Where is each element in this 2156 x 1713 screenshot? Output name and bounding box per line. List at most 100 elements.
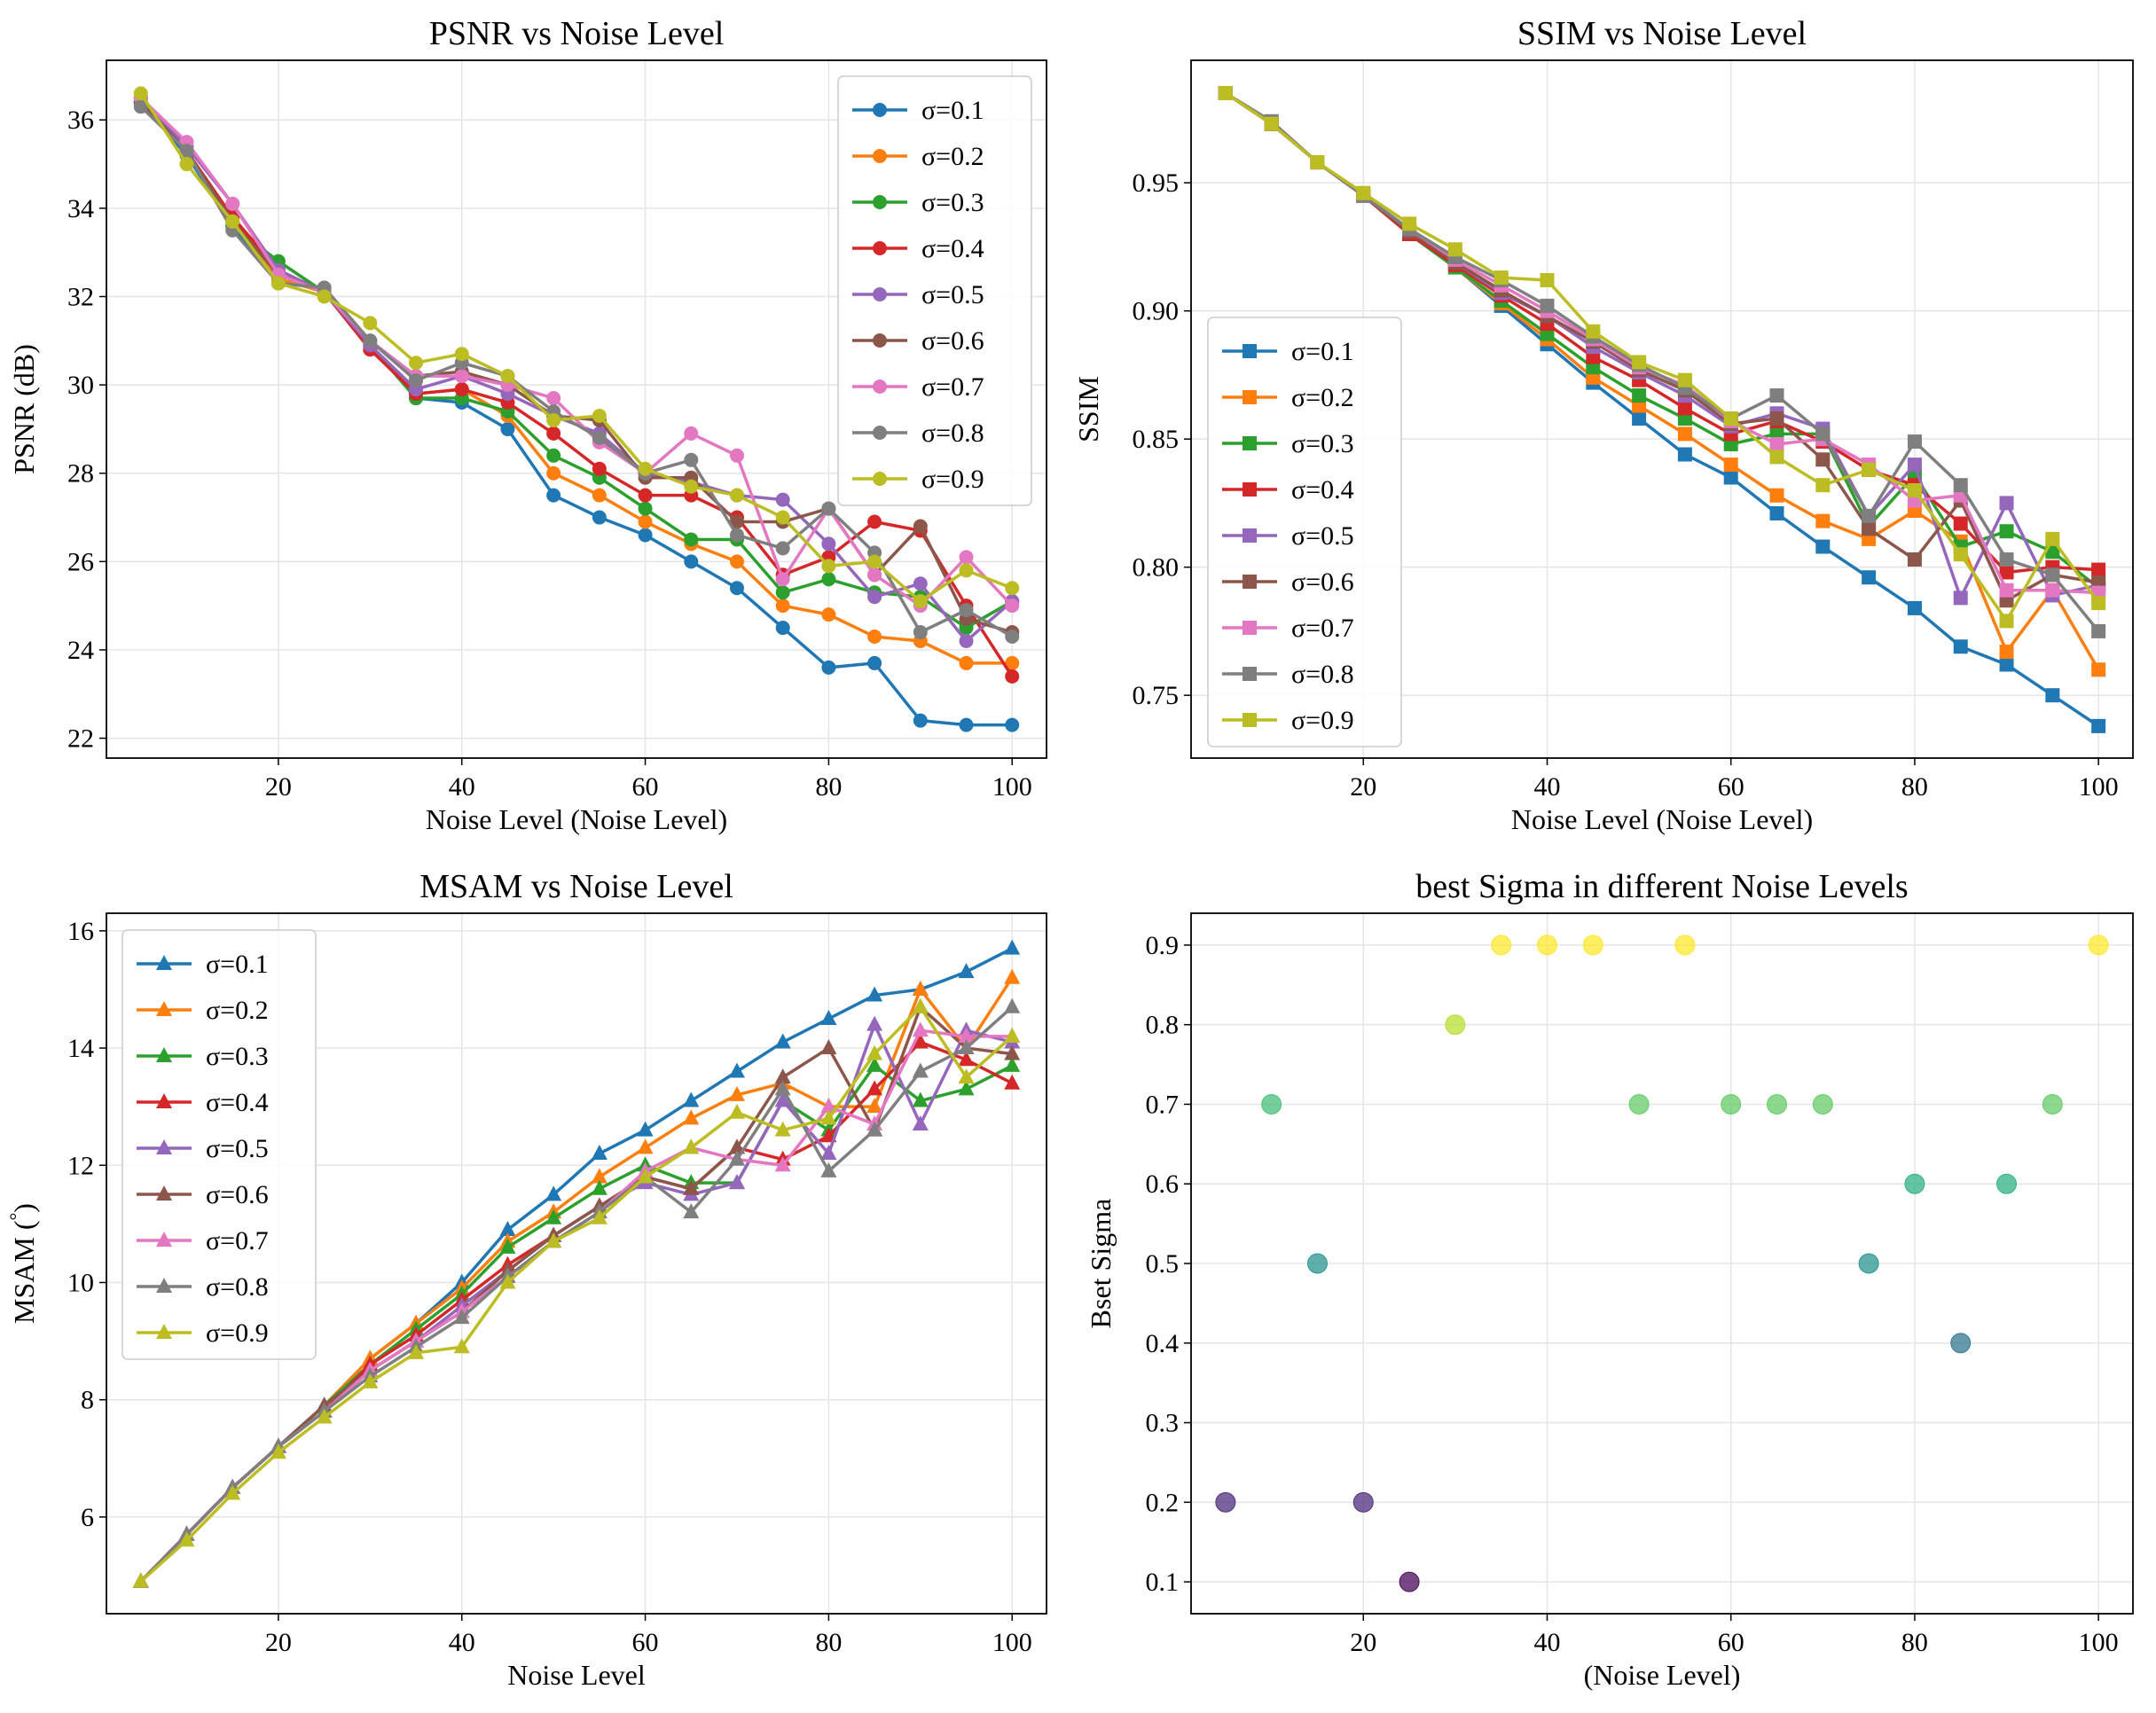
legend-marker (156, 1139, 172, 1154)
data-point (866, 1121, 883, 1137)
data-point (1862, 570, 1877, 585)
data-point (1999, 614, 2014, 629)
legend-marker (873, 472, 887, 486)
y-tick-label: 12 (67, 1151, 94, 1180)
data-point (1004, 968, 1021, 984)
data-point (317, 289, 332, 304)
data-point (775, 585, 790, 600)
legend-marker (873, 333, 887, 348)
data-point (867, 590, 882, 605)
data-point (2091, 623, 2106, 638)
data-point (683, 1091, 700, 1107)
chart-title: PSNR vs Noise Level (429, 15, 725, 52)
data-point (912, 1021, 929, 1037)
scatter-point (1445, 1014, 1466, 1036)
legend-marker (873, 195, 887, 209)
data-point (133, 99, 148, 114)
data-point (2091, 718, 2106, 733)
data-point (2045, 688, 2060, 703)
data-point (316, 1408, 333, 1424)
legend-marker (156, 1001, 172, 1016)
data-point (1632, 388, 1647, 403)
data-point (867, 514, 882, 529)
series-σ=0.9 (133, 86, 1020, 609)
data-point (729, 581, 744, 596)
data-point (499, 1220, 516, 1236)
data-point (592, 461, 607, 476)
x-tick-label: 80 (1901, 772, 1928, 802)
msam-panel: 20 40 60 80 100 6 8 10 12 14 16 MSAM vs Noise Level… (5, 868, 1047, 1691)
x-tick-label: 40 (449, 772, 475, 802)
legend: σ=0.1 σ=0.2 σ=0.3 σ=0.4 σ=0.5 σ=0.6 σ=0.7 σ=0.8… (1207, 317, 1402, 747)
data-point (1862, 462, 1877, 477)
y-tick-label: 0.2 (1146, 1488, 1180, 1517)
scatter-point (1261, 1093, 1282, 1115)
data-point (500, 369, 515, 384)
y-axis-label: SSIM (1072, 376, 1104, 442)
legend-label: σ=0.4 (921, 234, 984, 263)
data-point (1677, 372, 1692, 387)
data-point (728, 1062, 745, 1078)
data-point (821, 607, 836, 622)
scatter-point (1721, 1093, 1742, 1115)
x-tick-label: 60 (632, 1628, 659, 1657)
x-tick-label: 80 (815, 772, 842, 802)
data-point (638, 501, 653, 516)
x-tick-label: 100 (992, 772, 1032, 802)
data-point (454, 347, 469, 362)
plot-frame (106, 912, 1047, 1615)
data-point (499, 1273, 516, 1289)
legend-label: σ=0.1 (206, 950, 269, 979)
data-point (638, 514, 653, 529)
data-point (408, 1343, 425, 1359)
data-point (1677, 401, 1692, 416)
data-point (821, 559, 836, 574)
data-point (1862, 521, 1877, 536)
data-point (729, 528, 744, 543)
legend-label: σ=0.7 (921, 372, 984, 402)
data-point (866, 1015, 883, 1031)
legend-marker (1243, 667, 1257, 681)
chart-title: MSAM vs Noise Level (419, 868, 733, 905)
x-tick-label: 20 (265, 1628, 292, 1657)
data-point (1540, 272, 1555, 287)
legend-marker (873, 379, 887, 394)
data-point (592, 408, 607, 423)
data-point (912, 1115, 929, 1130)
data-point (775, 541, 790, 556)
scatter-point (1628, 1093, 1650, 1115)
legend: σ=0.1 σ=0.2 σ=0.3 σ=0.4 σ=0.5 σ=0.6 σ=0.7 σ=0.8… (837, 75, 1032, 506)
legend-marker (1243, 528, 1257, 543)
y-tick-label: 10 (67, 1268, 94, 1297)
data-point (1999, 583, 2014, 598)
y-tick-label: 26 (67, 547, 94, 576)
data-point (958, 1039, 975, 1055)
data-point (820, 1109, 837, 1125)
data-point (1004, 1056, 1021, 1072)
data-point (178, 1531, 195, 1547)
data-point (1004, 997, 1021, 1013)
y-tick-label: 0.1 (1146, 1568, 1180, 1597)
scatter-point (1812, 1093, 1833, 1115)
legend-label: σ=0.4 (1291, 475, 1354, 505)
legend-marker (156, 1324, 172, 1339)
legend-box (1207, 317, 1402, 747)
legend-label: σ=0.7 (1291, 614, 1354, 643)
data-point (958, 963, 975, 979)
data-point (729, 448, 744, 463)
data-point (728, 1174, 745, 1190)
data-point (1769, 388, 1784, 403)
data-point (820, 1039, 837, 1055)
data-point (1494, 270, 1509, 286)
legend-marker (1243, 482, 1257, 497)
data-point (132, 1572, 149, 1588)
data-point (912, 1033, 929, 1049)
data-point (821, 660, 836, 675)
legend-marker (1243, 575, 1257, 589)
y-tick-label: 28 (67, 459, 94, 489)
data-point (912, 1091, 929, 1107)
scatter-point (1352, 1491, 1374, 1513)
data-point (1005, 669, 1020, 684)
legend-label: σ=0.8 (921, 418, 984, 448)
